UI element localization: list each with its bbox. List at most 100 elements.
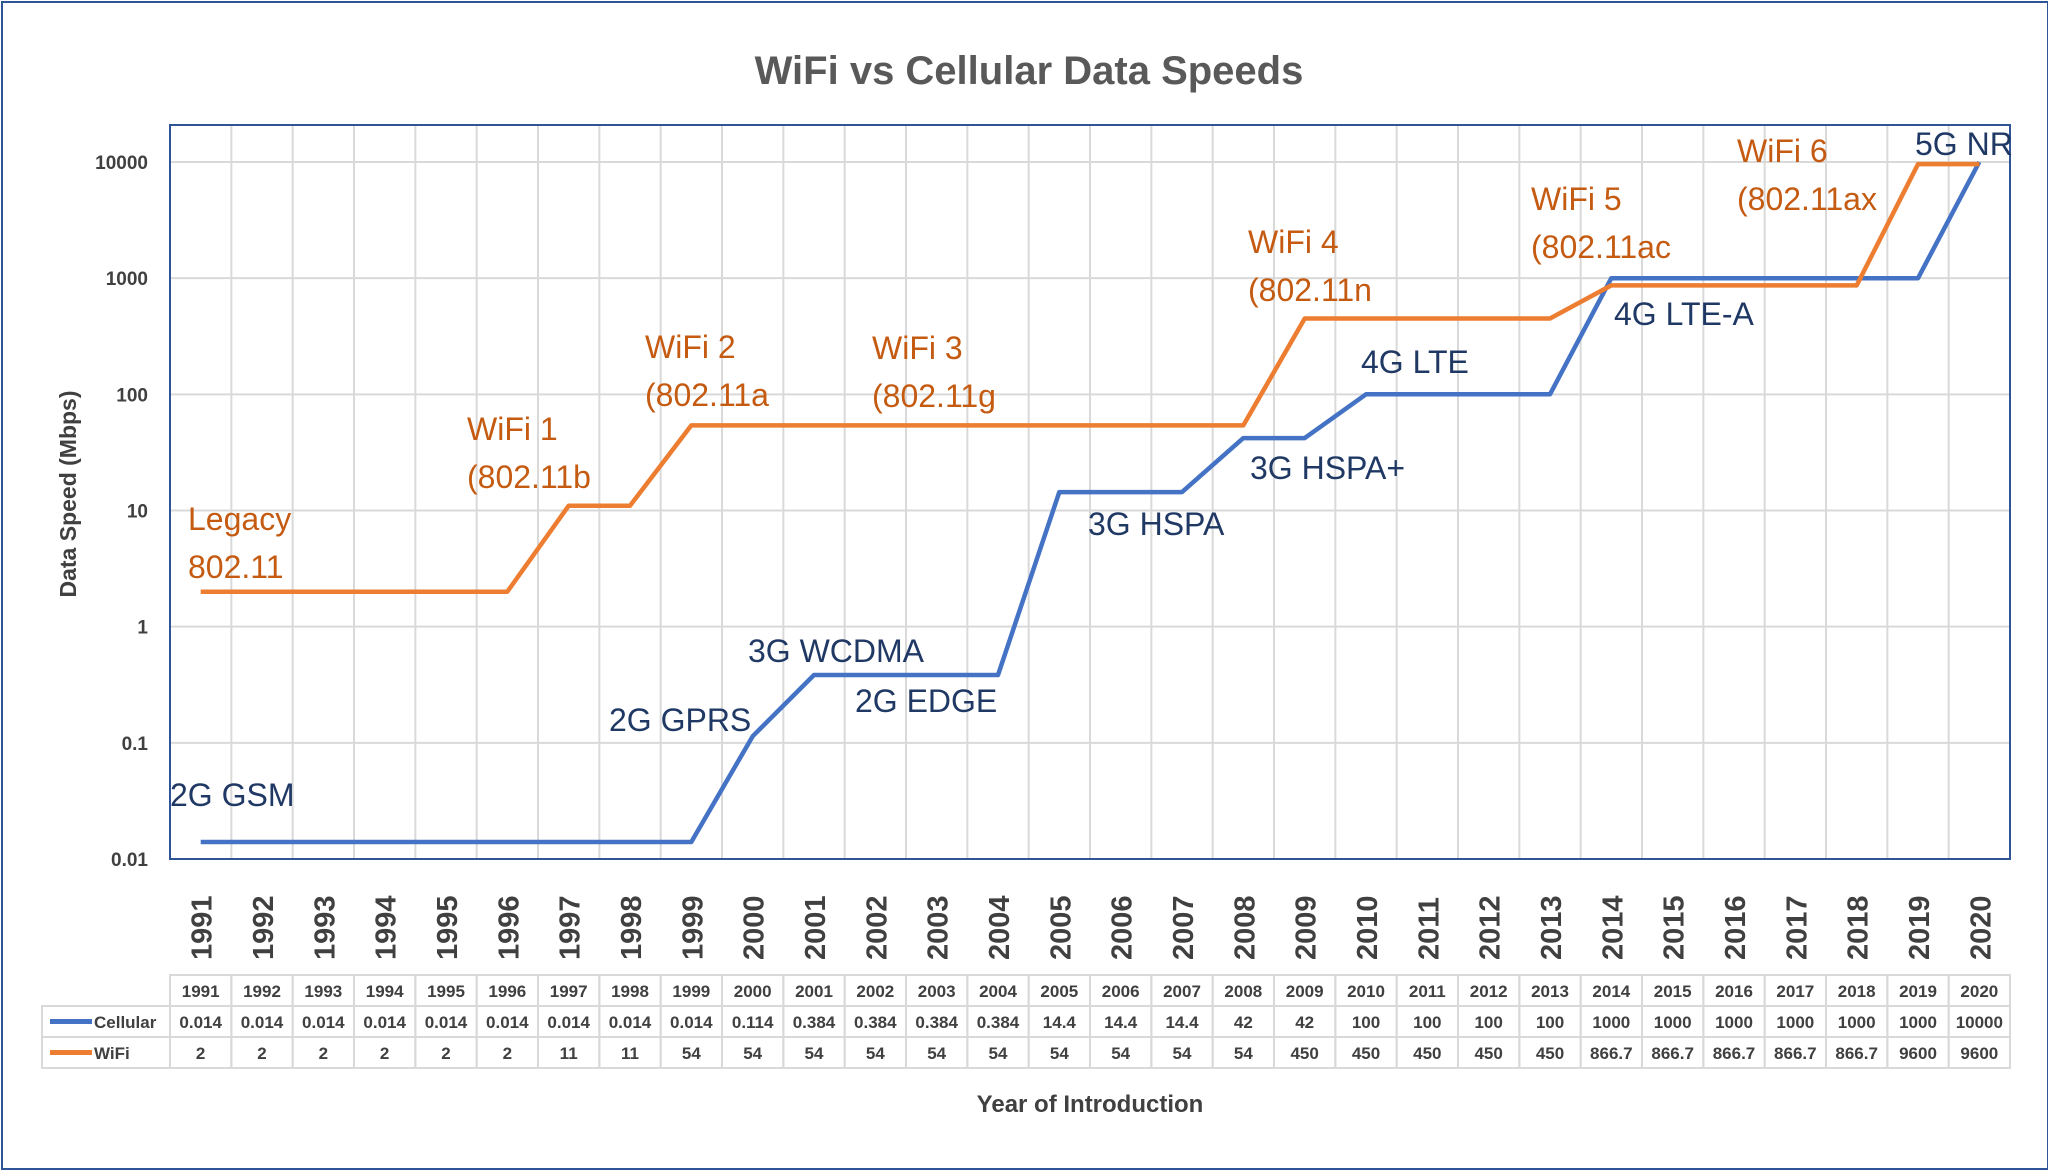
- table-header-year: 2001: [795, 982, 833, 1001]
- table-value-cellular: 0.384: [915, 1013, 958, 1032]
- table-header-year: 2013: [1531, 982, 1569, 1001]
- x-tick-label: 2002: [861, 895, 893, 960]
- table-header-year: 1995: [427, 982, 465, 1001]
- legend-label-cellular: Cellular: [94, 1013, 157, 1032]
- annotation-label: 5G NR: [1915, 126, 2013, 162]
- table-value-cellular: 14.4: [1043, 1013, 1077, 1032]
- x-tick-label: 1991: [187, 895, 219, 960]
- table-value-cellular: 1000: [1838, 1013, 1876, 1032]
- table-value-wifi: 9600: [1899, 1044, 1937, 1063]
- plot-area: [169, 124, 2011, 860]
- table-value-cellular: 0.014: [609, 1013, 652, 1032]
- table-header-year: 2017: [1776, 982, 1814, 1001]
- table-value-cellular: 0.014: [302, 1013, 345, 1032]
- table-value-wifi: 54: [805, 1044, 824, 1063]
- table-value-cellular: 0.014: [179, 1013, 222, 1032]
- y-tick-label: 0.01: [111, 850, 148, 871]
- table-value-cellular: 100: [1352, 1013, 1380, 1032]
- table-value-wifi: 450: [1474, 1044, 1502, 1063]
- x-tick-label: 2010: [1352, 895, 1384, 960]
- x-tick-label: 2018: [1843, 895, 1875, 960]
- table-value-cellular: 0.014: [547, 1013, 590, 1032]
- annotation-label: Legacy: [188, 501, 291, 537]
- table-value-wifi: 866.7: [1590, 1044, 1633, 1063]
- annotation-label: (802.11ax: [1737, 181, 1877, 217]
- y-tick-label: 10000: [95, 153, 148, 174]
- table-value-wifi: 54: [927, 1044, 946, 1063]
- table-value-cellular: 1000: [1899, 1013, 1937, 1032]
- annotation-label: (802.11a: [645, 377, 769, 413]
- table-value-cellular: 1000: [1654, 1013, 1692, 1032]
- x-tick-label: 2017: [1781, 895, 1813, 960]
- annotation-label: 3G WCDMA: [748, 633, 925, 669]
- x-tick-label: 2009: [1291, 895, 1323, 960]
- annotation-label: 2G GPRS: [609, 702, 751, 738]
- table-value-wifi: 54: [1111, 1044, 1130, 1063]
- table-header-year: 2006: [1102, 982, 1140, 1001]
- x-tick-label: 2006: [1107, 895, 1139, 960]
- table-header-year: 1998: [611, 982, 649, 1001]
- table-value-wifi: 54: [1173, 1044, 1192, 1063]
- x-tick-label: 2008: [1229, 895, 1261, 960]
- x-tick-label: 2001: [800, 895, 832, 960]
- annotation-label: (802.11n: [1248, 272, 1372, 308]
- y-tick-label: 10: [127, 502, 148, 523]
- x-tick-label: 2000: [739, 895, 771, 960]
- annotation-label: 2G GSM: [170, 777, 294, 813]
- table-header-year: 2018: [1838, 982, 1876, 1001]
- x-tick-label: 1993: [309, 895, 341, 960]
- table-header-year: 1992: [243, 982, 281, 1001]
- table-value-cellular: 0.014: [363, 1013, 406, 1032]
- table-value-wifi: 54: [1050, 1044, 1069, 1063]
- x-tick-label: 2011: [1413, 897, 1445, 960]
- table-header-year: 2007: [1163, 982, 1201, 1001]
- table-value-cellular: 100: [1536, 1013, 1564, 1032]
- x-tick-label: 2012: [1475, 895, 1507, 960]
- x-tick-label: 2004: [984, 895, 1016, 960]
- x-tick-label: 2003: [923, 895, 955, 960]
- table-header-year: 2008: [1224, 982, 1262, 1001]
- table-value-wifi: 54: [866, 1044, 885, 1063]
- annotation-label: WiFi 3: [872, 330, 963, 366]
- x-tick-label: 1992: [248, 895, 280, 960]
- x-tick-label: 2013: [1536, 895, 1568, 960]
- table-value-cellular: 0.384: [977, 1013, 1020, 1032]
- table-value-wifi: 11: [621, 1044, 639, 1063]
- x-tick-label: 1997: [555, 895, 587, 960]
- table-cell: [1947, 1036, 2011, 1069]
- table-header-year: 2019: [1899, 982, 1937, 1001]
- table-value-cellular: 1000: [1776, 1013, 1814, 1032]
- table-value-wifi: 2: [257, 1044, 266, 1063]
- table-value-cellular: 0.014: [670, 1013, 713, 1032]
- annotation-label: (802.11b: [467, 459, 591, 495]
- x-tick-label: 1994: [371, 895, 403, 960]
- series-line-cellular: [200, 160, 1982, 845]
- table-header-year: 2003: [918, 982, 956, 1001]
- table-header-year: 2004: [979, 982, 1017, 1001]
- table-value-wifi: 2: [380, 1044, 389, 1063]
- table-value-wifi: 54: [989, 1044, 1008, 1063]
- annotation-label: 3G HSPA+: [1250, 450, 1405, 486]
- x-tick-label: 2020: [1965, 895, 1997, 960]
- table-header-year: 1996: [488, 982, 526, 1001]
- legend-label-wifi: WiFi: [94, 1044, 130, 1063]
- y-tick-label: 1: [137, 618, 148, 639]
- x-tick-label: 2005: [1045, 895, 1077, 960]
- table-header-year: 2014: [1592, 982, 1630, 1001]
- x-tick-label: 1998: [616, 895, 648, 960]
- table-value-cellular: 0.114: [732, 1013, 774, 1032]
- table-header-year: 1999: [672, 982, 710, 1001]
- y-tick-label: 100: [116, 385, 148, 406]
- table-header-year: 1994: [366, 982, 404, 1001]
- table-header-year: 1997: [550, 982, 588, 1001]
- table-value-cellular: 1000: [1715, 1013, 1753, 1032]
- x-tick-label: 2019: [1904, 895, 1936, 960]
- table-value-cellular: 100: [1474, 1013, 1502, 1032]
- table-header-year: 2010: [1347, 982, 1385, 1001]
- annotation-label: 4G LTE-A: [1614, 296, 1755, 332]
- table-value-cellular: 0.014: [425, 1013, 468, 1032]
- table-header-year: 1991: [182, 982, 220, 1001]
- annotation-label: 2G EDGE: [855, 683, 997, 719]
- annotation-label: (802.11ac: [1531, 229, 1671, 265]
- y-axis-label: Data Speed (Mbps): [55, 390, 81, 597]
